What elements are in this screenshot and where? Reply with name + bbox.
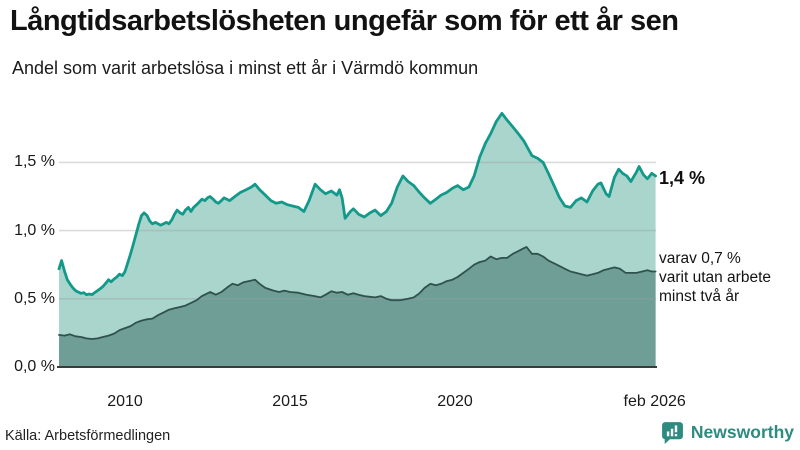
area-minst-tva-ar xyxy=(59,247,656,367)
line-minst-tva-ar xyxy=(58,246,657,340)
secondary-annotation: varav 0,7 % varit utan arbete minst två … xyxy=(659,249,771,306)
line-minst-ett-ar xyxy=(57,111,657,297)
x-tick-label: 2010 xyxy=(107,393,143,410)
annotation-line-2: varit utan arbete xyxy=(659,269,772,286)
page-title: Långtidsarbetslösheten ungefär som för e… xyxy=(10,5,679,37)
newsworthy-logo-icon xyxy=(662,422,683,444)
x-tick-label: 2015 xyxy=(272,393,308,410)
x-tick-label: feb 2026 xyxy=(623,393,686,410)
y-tick-label: 1,5 % xyxy=(14,153,55,171)
y-tick-label: 0,5 % xyxy=(14,289,55,307)
end-value-label: 1,4 % xyxy=(659,168,706,188)
y-tick-label: 1,0 % xyxy=(14,221,55,239)
newsworthy-logo-text: Newsworthy xyxy=(690,422,794,442)
x-tick-label: 2020 xyxy=(437,393,473,410)
y-tick-label: 0,0 % xyxy=(14,358,55,375)
annotation-line-3: minst två år xyxy=(659,288,740,305)
newsworthy-logo[interactable]: Newsworthy xyxy=(660,420,794,445)
source-note: Källa: Arbetsförmedlingen xyxy=(5,428,171,444)
chart-subtitle: Andel som varit arbetslösa i minst ett å… xyxy=(12,58,479,78)
annotation-line-1: varav 0,7 % xyxy=(659,250,741,267)
